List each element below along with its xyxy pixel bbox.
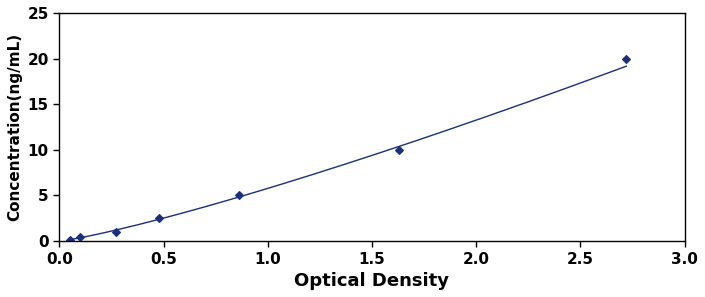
Y-axis label: Concentration(ng/mL): Concentration(ng/mL) (7, 33, 22, 221)
X-axis label: Optical Density: Optical Density (295, 272, 450, 290)
